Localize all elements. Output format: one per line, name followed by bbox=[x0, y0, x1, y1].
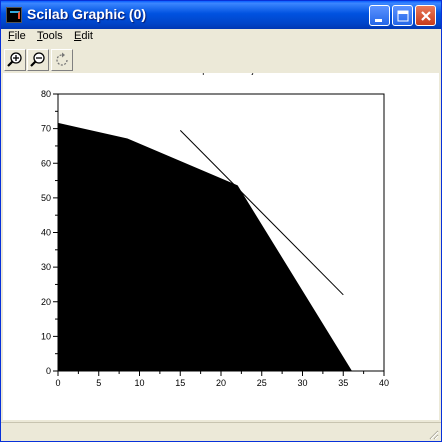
y-tick-label: 10 bbox=[41, 331, 51, 341]
menu-file-mnemonic: F bbox=[8, 30, 15, 42]
toolbar bbox=[1, 47, 441, 73]
menu-tools-label: ools bbox=[42, 30, 63, 42]
zoom-in-button[interactable] bbox=[4, 49, 26, 71]
close-icon bbox=[421, 11, 431, 21]
menu-tools-mnemonic: T bbox=[37, 30, 43, 42]
menu-edit-mnemonic: E bbox=[74, 30, 82, 42]
y-tick-label: 40 bbox=[41, 228, 51, 238]
zoom-in-icon bbox=[7, 52, 22, 67]
menu-file-label: ile bbox=[14, 30, 26, 42]
scilab-app-icon[interactable] bbox=[6, 7, 22, 23]
menu-edit-label: dit bbox=[81, 30, 93, 42]
x-tick-label: 40 bbox=[379, 378, 389, 388]
minimize-icon bbox=[375, 19, 382, 22]
maximize-icon bbox=[397, 10, 409, 22]
x-tick-label: 15 bbox=[175, 378, 185, 388]
zoom-out-icon bbox=[30, 52, 45, 67]
rotate-button[interactable] bbox=[51, 49, 73, 71]
objective-line bbox=[179, 130, 344, 296]
zoom-out-button[interactable] bbox=[27, 49, 49, 71]
plot-area: 0 5 10 15 20 25 30 35 40 0 10 20 30 40 50 60 70 80 bbox=[41, 89, 389, 388]
x-tick-label: 10 bbox=[134, 378, 144, 388]
rotate-icon bbox=[56, 52, 68, 66]
x-tick-label: 35 bbox=[338, 378, 348, 388]
y-tick-label: 60 bbox=[41, 158, 51, 168]
y-tick-label: 30 bbox=[41, 262, 51, 272]
x-tick-label: 5 bbox=[96, 378, 101, 388]
x-tick-label: 25 bbox=[257, 378, 267, 388]
y-tick-label: 20 bbox=[41, 297, 51, 307]
title-bar[interactable]: Scilab Graphic (0) bbox=[1, 1, 441, 29]
x-tick-label: 0 bbox=[55, 378, 60, 388]
minimize-button[interactable] bbox=[369, 5, 390, 26]
menu-file[interactable]: File bbox=[8, 30, 26, 42]
chart-svg: Solution space and objective 05101520253… bbox=[41, 65, 389, 388]
feasible-region-polygon bbox=[57, 122, 353, 372]
status-bar bbox=[1, 422, 441, 441]
menu-tools[interactable]: Tools bbox=[37, 30, 63, 42]
x-tick-label: 20 bbox=[216, 378, 226, 388]
close-button[interactable] bbox=[415, 5, 436, 26]
graphic-canvas[interactable]: Solution space and objective 05101520253… bbox=[3, 49, 439, 420]
menu-bar: File Tools Edit bbox=[1, 29, 441, 46]
maximize-button[interactable] bbox=[392, 5, 413, 26]
y-tick-label: 0 bbox=[46, 366, 51, 376]
y-tick-label: 80 bbox=[41, 89, 51, 99]
window-title: Scilab Graphic (0) bbox=[27, 6, 147, 22]
resize-grip-icon[interactable] bbox=[427, 428, 439, 440]
y-tick-label: 50 bbox=[41, 193, 51, 203]
menu-edit[interactable]: Edit bbox=[74, 30, 93, 42]
x-tick-label: 30 bbox=[297, 378, 307, 388]
y-tick-label: 70 bbox=[41, 124, 51, 134]
